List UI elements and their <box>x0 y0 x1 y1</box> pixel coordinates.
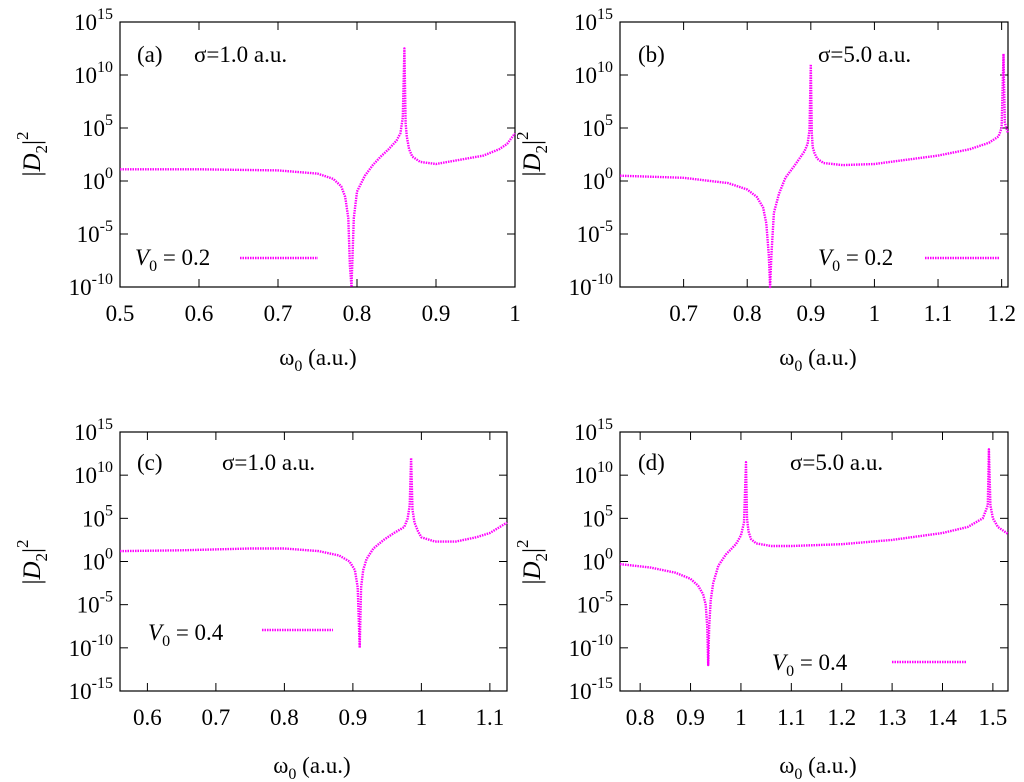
y-tick-label: 1015 <box>574 416 613 445</box>
y-axis-label: |D2|2 <box>13 131 51 176</box>
panel-c: 0.6 0.7 0.8 0.9 1 1.1 10-15 10-10 10-5 100 105 1010… <box>13 416 508 782</box>
y-tick-label: 10-5 <box>577 589 613 618</box>
x-tick-label: 1 <box>509 301 521 326</box>
y-tick-label: 10-10 <box>69 632 113 661</box>
y-tick-label: 1015 <box>74 416 113 445</box>
y-tick-label: 105 <box>582 112 613 141</box>
y-tick-label: 10-5 <box>77 589 113 618</box>
x-tick-label: 0.9 <box>422 301 451 326</box>
x-tick-label: 0.7 <box>264 301 293 326</box>
x-axis-label: ω0 (a.u.) <box>279 345 356 375</box>
x-tick-label: 0.8 <box>733 301 762 326</box>
x-tick-label: 1 <box>416 705 428 730</box>
y-tick-label: 105 <box>82 112 113 141</box>
series-line <box>120 47 516 289</box>
legend-label: V0 = 0.2 <box>135 245 210 275</box>
x-tick-label: 0.5 <box>106 301 135 326</box>
sigma-annotation: σ=5.0 a.u. <box>818 42 911 67</box>
x-tick-label: 1.2 <box>987 301 1016 326</box>
panel-a: 0.5 0.6 0.7 0.8 0.9 1 10-10 10-5 100 105 1010 1015 (… <box>13 6 521 375</box>
x-axis-label: ω0 (a.u.) <box>779 345 856 375</box>
y-tick-label: 1010 <box>574 459 613 488</box>
y-tick-label: 105 <box>82 502 113 531</box>
x-tick-label: 1 <box>869 301 881 326</box>
x-tick-label: 1.3 <box>878 705 907 730</box>
sigma-annotation: σ=1.0 a.u. <box>222 450 315 475</box>
panel-label: (d) <box>638 450 665 475</box>
x-tick-label: 0.7 <box>202 705 231 730</box>
legend-label: V0 = 0.4 <box>148 620 224 650</box>
x-tick-label: 1.1 <box>777 705 806 730</box>
panel-b: 0.7 0.8 0.9 1 1.1 1.2 10-10 10-5 100 105 1010 1015 (… <box>513 6 1016 375</box>
panel-label: (a) <box>137 42 163 67</box>
y-tick-label: 10-10 <box>569 632 613 661</box>
y-tick-label: 10-5 <box>77 218 113 247</box>
legend-label: V0 = 0.4 <box>772 650 848 680</box>
series-line <box>619 52 1010 289</box>
x-tick-label: 0.9 <box>676 705 705 730</box>
y-tick-label: 10-15 <box>69 675 113 704</box>
panel-d: 0.8 0.9 1 1.1 1.2 1.3 1.4 1.5 10-15 10-10 10-5 100 1… <box>513 416 1009 782</box>
x-tick-label: 0.8 <box>270 705 299 730</box>
x-tick-label: 1.1 <box>476 705 505 730</box>
panel-label: (b) <box>638 42 665 67</box>
x-tick-label: 0.6 <box>133 705 162 730</box>
panel-label: (c) <box>137 450 163 475</box>
x-tick-label: 1.4 <box>928 705 957 730</box>
y-tick-label: 100 <box>582 546 613 575</box>
sigma-annotation: σ=5.0 a.u. <box>790 450 883 475</box>
x-axis-label: ω0 (a.u.) <box>273 753 350 782</box>
x-tick-label: 1 <box>735 705 747 730</box>
x-tick-label: 1.1 <box>924 301 953 326</box>
x-tick-label: 1.5 <box>979 705 1008 730</box>
y-tick-label: 100 <box>82 546 113 575</box>
x-axis-label: ω0 (a.u.) <box>779 753 856 782</box>
sigma-annotation: σ=1.0 a.u. <box>194 42 287 67</box>
legend-label: V0 = 0.2 <box>818 245 893 275</box>
x-tick-label: 0.7 <box>669 301 698 326</box>
x-tick-label: 0.8 <box>343 301 372 326</box>
x-tick-label: 0.9 <box>339 705 368 730</box>
y-tick-label: 100 <box>582 165 613 194</box>
x-tick-label: 0.9 <box>796 301 825 326</box>
series-line <box>119 456 508 649</box>
y-tick-label: 10-10 <box>569 271 613 300</box>
series-line <box>619 448 1009 667</box>
y-tick-label: 1010 <box>74 59 113 88</box>
y-tick-label: 1015 <box>574 6 613 35</box>
y-tick-label: 10-5 <box>577 218 613 247</box>
y-tick-label: 100 <box>82 165 113 194</box>
y-axis-label: |D2|2 <box>513 539 551 584</box>
y-tick-label: 10-15 <box>569 675 613 704</box>
y-axis-label: |D2|2 <box>513 131 551 176</box>
y-tick-label: 105 <box>582 502 613 531</box>
x-tick-label: 0.8 <box>626 705 655 730</box>
y-tick-label: 1010 <box>74 459 113 488</box>
y-tick-label: 1015 <box>74 6 113 35</box>
y-axis-label: |D2|2 <box>13 539 51 584</box>
plot-frame <box>119 21 516 288</box>
y-tick-label: 1010 <box>574 59 613 88</box>
y-tick-label: 10-10 <box>69 271 113 300</box>
x-tick-label: 1.2 <box>827 705 856 730</box>
plot-frame <box>619 21 1009 288</box>
x-tick-label: 0.6 <box>185 301 214 326</box>
